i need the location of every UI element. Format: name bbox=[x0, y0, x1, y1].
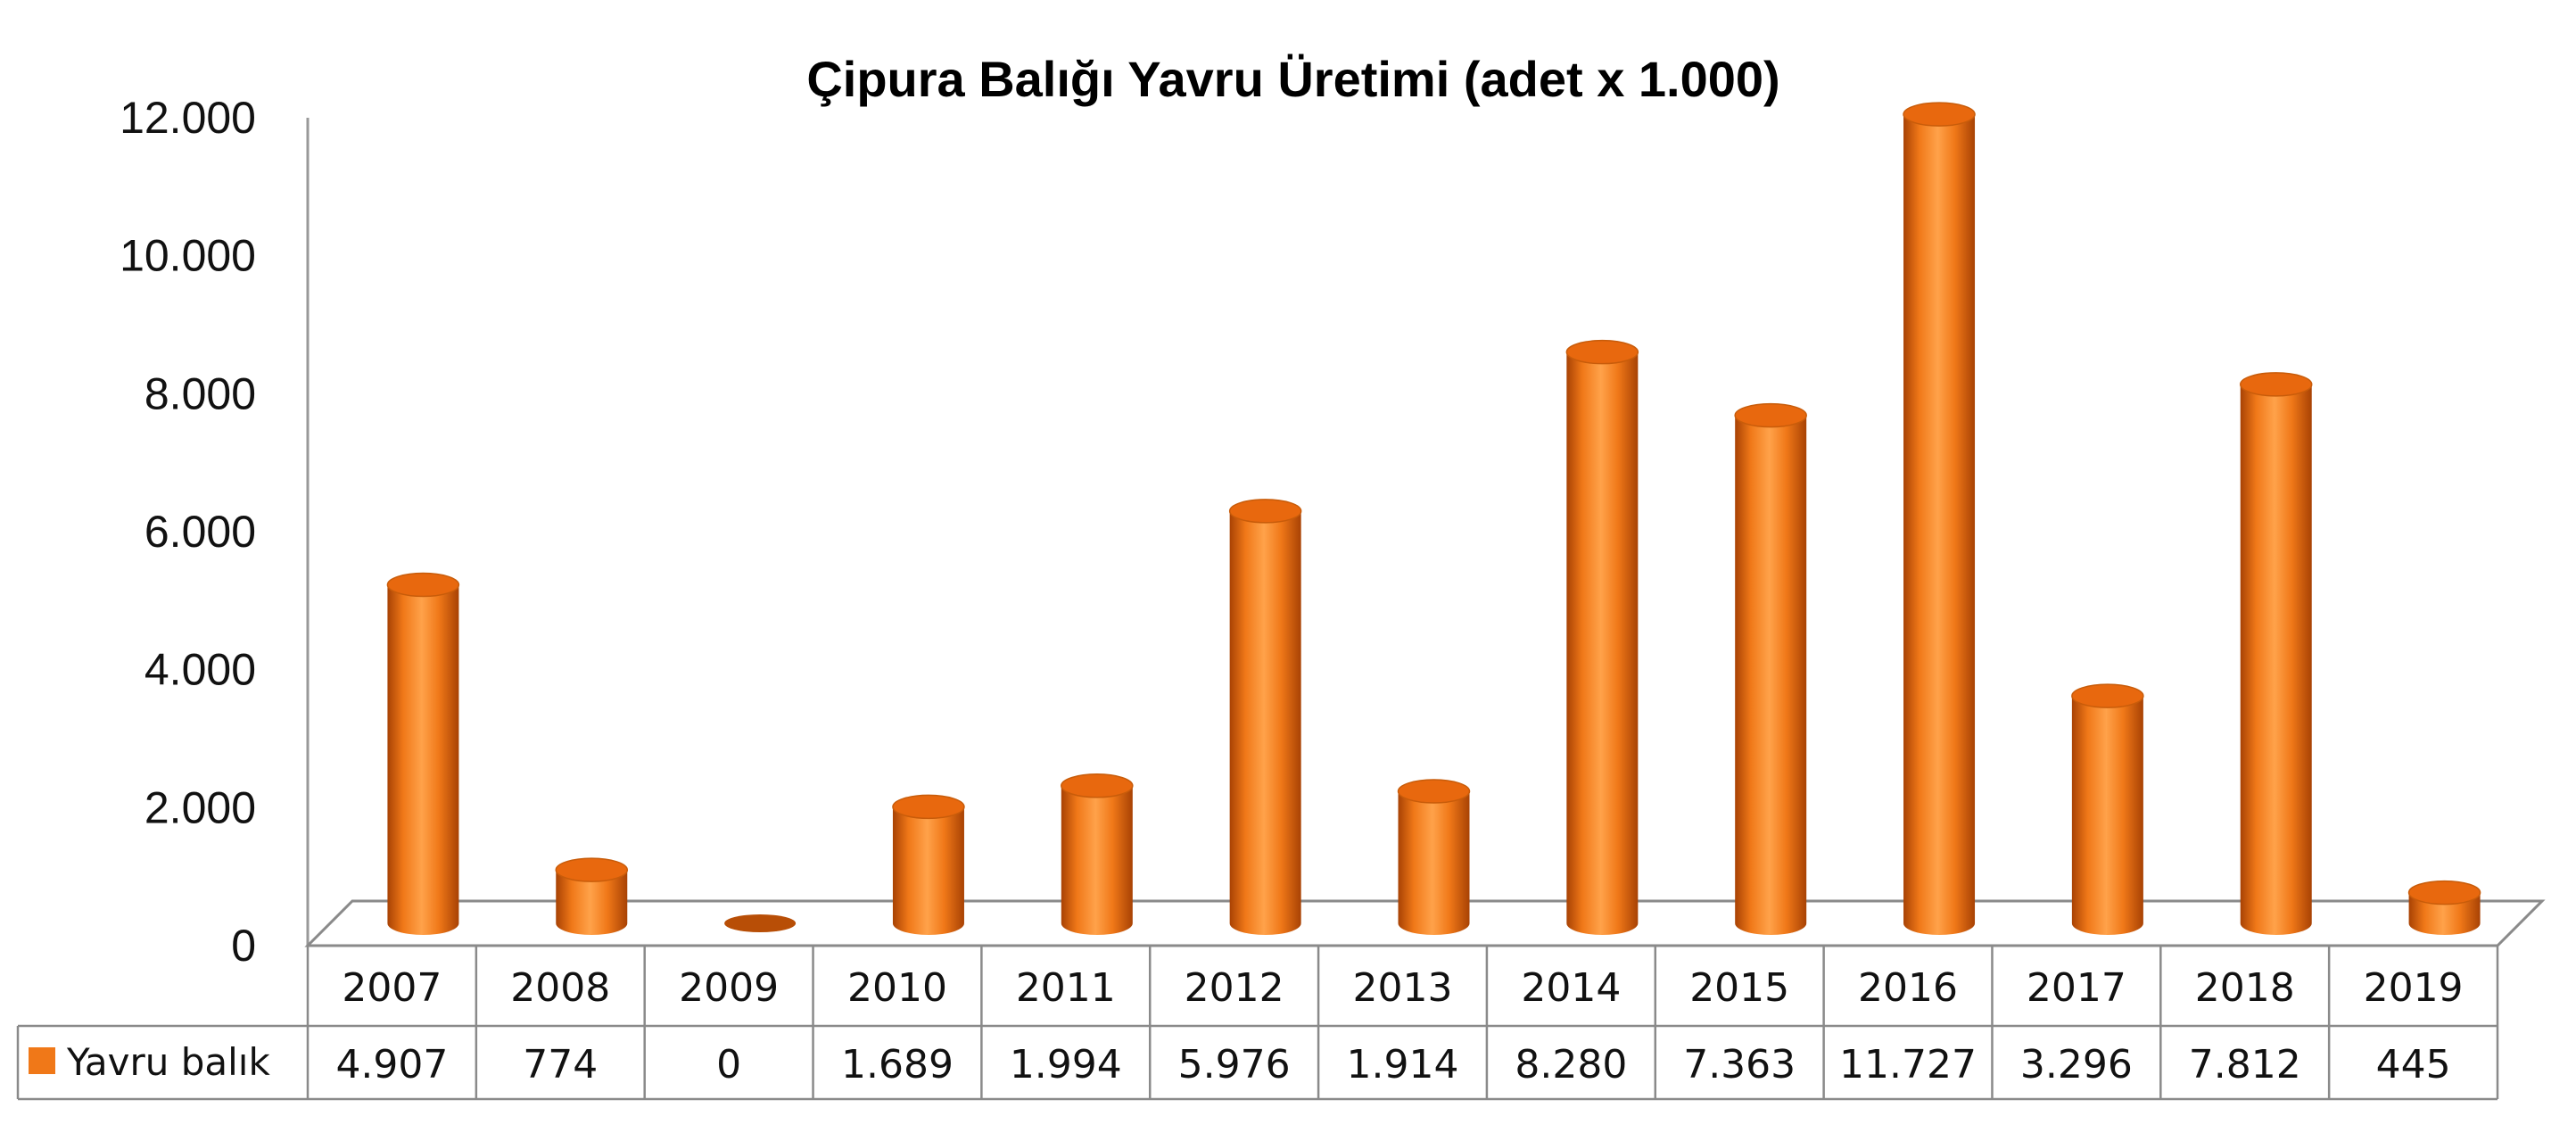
bar-cap bbox=[2239, 372, 2313, 397]
y-axis: 0 2.000 4.000 6.000 8.000 10.000 12.000 bbox=[120, 93, 310, 971]
y-tick-label: 2.000 bbox=[144, 782, 256, 832]
bar-2017 bbox=[2071, 683, 2144, 935]
bar-body bbox=[1061, 785, 1133, 935]
bar-body bbox=[2240, 384, 2312, 935]
data-label: 0 bbox=[716, 1042, 741, 1087]
legend-label: Yavru balık bbox=[66, 1040, 270, 1084]
chart-title: Çipura Balığı Yavru Üretimi (adet x 1.00… bbox=[806, 51, 1779, 107]
bar-body bbox=[892, 806, 964, 935]
y-tick-label: 0 bbox=[231, 921, 256, 971]
bars bbox=[386, 102, 2481, 935]
bar-cap bbox=[1734, 402, 1807, 428]
data-label: 11.727 bbox=[1839, 1042, 1977, 1087]
bar-cap bbox=[555, 857, 629, 882]
bar-2010 bbox=[892, 794, 965, 935]
data-label: 4.907 bbox=[335, 1042, 448, 1087]
x-tick-label: 2014 bbox=[1521, 965, 1621, 1011]
data-label: 445 bbox=[2376, 1042, 2451, 1087]
x-tick-label: 2010 bbox=[847, 965, 947, 1011]
data-label: 774 bbox=[523, 1042, 598, 1087]
bar-cap bbox=[1565, 339, 1639, 365]
data-label: 3.296 bbox=[2020, 1042, 2133, 1087]
bar-body bbox=[1566, 351, 1639, 935]
data-table: 2007 2008 2009 2010 2011 2012 2013 2014 2015 2016… bbox=[16, 946, 2499, 1101]
x-tick-label: 2007 bbox=[342, 965, 442, 1011]
data-label: 1.914 bbox=[1347, 1042, 1459, 1087]
bar-cap bbox=[2407, 880, 2481, 905]
data-label: 1.994 bbox=[1010, 1042, 1122, 1087]
x-tick-label: 2016 bbox=[1858, 965, 1958, 1011]
legend-swatch bbox=[29, 1047, 55, 1074]
bar-2016 bbox=[1903, 102, 1976, 935]
bar-cap bbox=[724, 914, 797, 932]
bar-2012 bbox=[1228, 499, 1302, 935]
bar-cap bbox=[1061, 773, 1134, 798]
bar-body bbox=[1735, 415, 1807, 935]
bar-body bbox=[556, 870, 628, 935]
bar-cap bbox=[2071, 683, 2144, 708]
bar-cap bbox=[1397, 779, 1471, 804]
bar-2007 bbox=[386, 572, 460, 935]
x-tick-label: 2013 bbox=[1353, 965, 1453, 1011]
y-tick-label: 6.000 bbox=[144, 507, 256, 557]
bar-2018 bbox=[2239, 372, 2313, 935]
bar-cap bbox=[386, 572, 460, 598]
bar-body bbox=[1398, 790, 1470, 935]
bar-2011 bbox=[1061, 773, 1134, 935]
bar-body bbox=[1229, 510, 1301, 935]
bar-2013 bbox=[1397, 779, 1471, 935]
bar-cap bbox=[1228, 499, 1302, 524]
bar-cap bbox=[1903, 102, 1976, 127]
bar-cap bbox=[892, 794, 965, 820]
bar-2015 bbox=[1734, 402, 1807, 935]
data-label: 1.689 bbox=[841, 1042, 954, 1087]
data-label: 5.976 bbox=[1178, 1042, 1291, 1087]
bar-2009 bbox=[724, 914, 797, 932]
x-tick-label: 2012 bbox=[1185, 965, 1284, 1011]
data-label: 8.280 bbox=[1515, 1042, 1627, 1087]
x-tick-label: 2009 bbox=[679, 965, 779, 1011]
y-tick-label: 12.000 bbox=[120, 93, 256, 143]
x-tick-label: 2008 bbox=[510, 965, 610, 1011]
bar-2008 bbox=[555, 857, 629, 935]
data-label: 7.812 bbox=[2189, 1042, 2301, 1087]
x-tick-label: 2017 bbox=[2027, 965, 2126, 1011]
y-tick-label: 10.000 bbox=[120, 231, 256, 281]
x-tick-label: 2019 bbox=[2364, 965, 2464, 1011]
bar-body bbox=[387, 584, 459, 935]
bar-body bbox=[1903, 114, 1976, 935]
bar-body bbox=[2071, 696, 2143, 935]
x-tick-label: 2011 bbox=[1016, 965, 1116, 1011]
y-tick-label: 8.000 bbox=[144, 368, 256, 418]
bar-2019 bbox=[2407, 880, 2481, 935]
x-tick-label: 2015 bbox=[1689, 965, 1789, 1011]
data-label: 7.363 bbox=[1683, 1042, 1796, 1087]
y-tick-labels: 0 2.000 4.000 6.000 8.000 10.000 12.000 bbox=[120, 93, 256, 971]
bar-2014 bbox=[1565, 339, 1639, 935]
y-tick-label: 4.000 bbox=[144, 645, 256, 695]
x-tick-label: 2018 bbox=[2195, 965, 2295, 1011]
